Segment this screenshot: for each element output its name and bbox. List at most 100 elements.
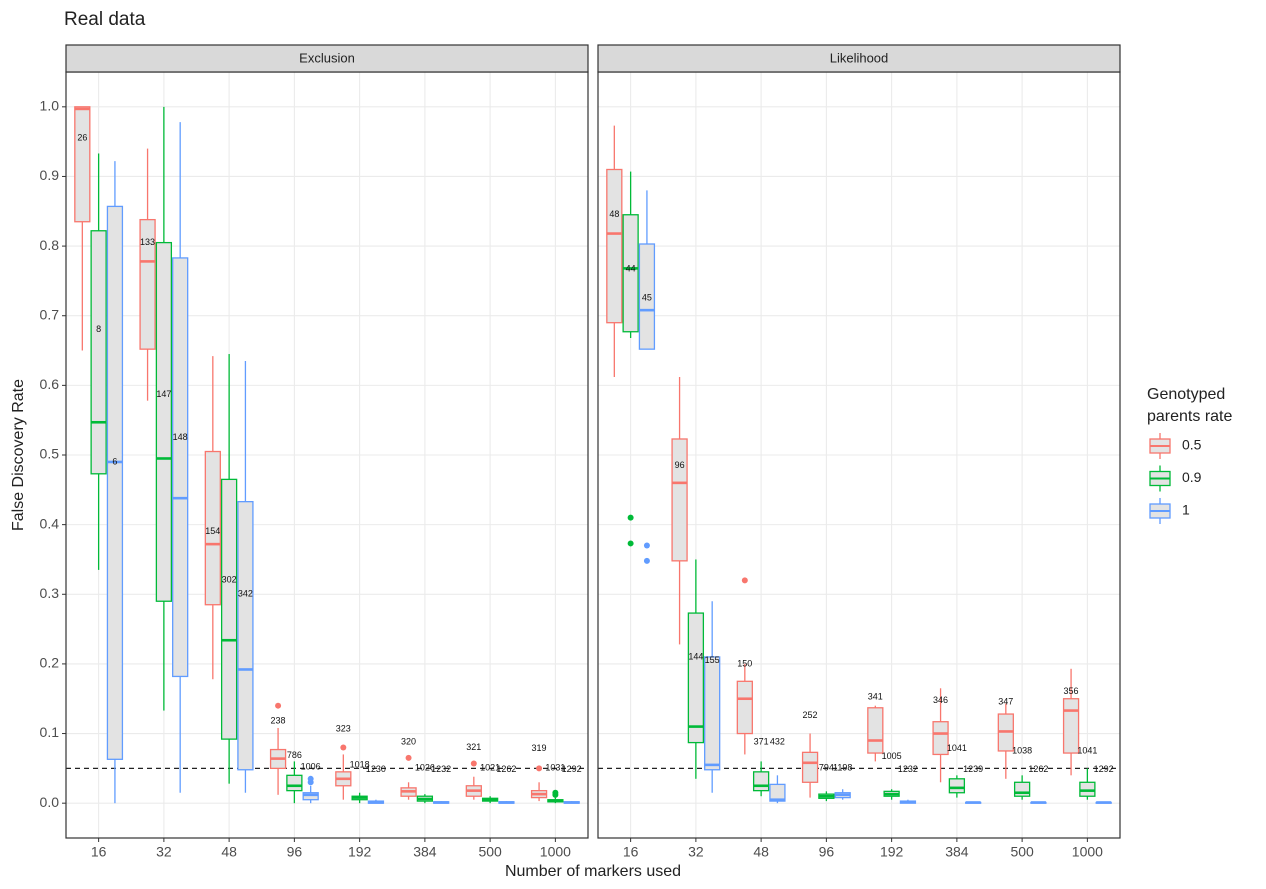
outlier [340,744,347,751]
strip-label: Exclusion [299,50,355,65]
chart-title: Real data [64,9,146,30]
box [286,774,303,792]
box [155,241,173,602]
x-tick-label: 32 [688,844,704,860]
x-tick-label: 1000 [540,844,571,860]
box [106,205,124,760]
count-label: 155 [705,655,720,665]
count-label: 96 [675,460,685,470]
x-tick-label: 384 [413,844,437,860]
x-tick-label: 192 [348,844,372,860]
count-label: 1006 [301,761,321,771]
count-label: 150 [737,658,752,668]
box [704,656,721,771]
box [1013,781,1031,797]
outlier [627,514,634,521]
count-label: 1005 [882,751,902,761]
count-label: 321 [466,742,481,752]
box [220,478,238,740]
x-tick-label: 96 [287,844,303,860]
box [638,243,656,350]
box [90,230,107,475]
count-label: 133 [140,237,155,247]
y-tick-label: 0.7 [40,306,60,322]
legend-label: 0.5 [1182,437,1202,453]
box [801,751,819,783]
count-label: 356 [1064,686,1079,696]
x-tick-label: 500 [478,844,502,860]
count-label: 1262 [1028,764,1048,774]
y-tick-label: 0.3 [40,585,60,601]
count-label: 786 [287,750,302,760]
count-label: 371 [754,736,769,746]
x-tick-label: 1000 [1072,844,1103,860]
count-label: 144 [688,651,703,661]
count-label: 1041 [1077,745,1097,755]
count-label: 320 [401,736,416,746]
x-tick-label: 16 [91,844,107,860]
count-label: 1041 [947,743,967,753]
count-label: 154 [205,526,220,536]
outlier [275,702,282,709]
count-label: 1026 [415,763,435,773]
box [237,501,254,771]
y-axis-label: False Discovery Rate [10,379,27,531]
count-label: 148 [173,432,188,442]
count-label: 319 [532,743,547,753]
count-label: 1031 [545,763,565,773]
count-label: 341 [868,692,883,702]
box [867,707,884,754]
x-tick-label: 192 [880,844,904,860]
count-label: 794 [819,763,834,773]
legend-label: 0.9 [1182,469,1202,485]
count-label: 346 [933,695,948,705]
count-label: 252 [803,710,818,720]
y-tick-label: 0.2 [40,655,60,671]
strip-label: Likelihood [830,50,889,65]
legend-label: 1 [1182,502,1190,518]
legend-title: Genotyped [1147,386,1225,403]
box [74,106,91,223]
count-label: 45 [642,293,652,303]
legend-title: parents rate [1147,408,1232,425]
x-axis-label: Number of markers used [505,863,681,880]
outlier [470,760,477,767]
count-label: 8 [96,324,101,334]
box [736,680,753,735]
box [606,168,623,324]
count-label: 6 [112,456,117,466]
count-label: 323 [336,724,351,734]
count-label: 347 [998,697,1013,707]
outlier [643,542,650,549]
outlier [643,557,650,564]
y-tick-label: 0.4 [40,515,60,531]
x-tick-label: 48 [221,844,237,860]
count-label: 1198 [833,763,852,773]
strip [597,44,1121,73]
y-tick-label: 0.8 [40,237,60,253]
y-tick-label: 0.9 [40,167,60,183]
y-tick-label: 0.1 [40,724,60,740]
strip [65,44,589,73]
x-tick-label: 48 [753,844,769,860]
outlier [405,754,412,761]
x-tick-label: 32 [156,844,172,860]
x-tick-label: 16 [623,844,639,860]
x-tick-label: 384 [945,844,969,860]
box [172,257,189,678]
count-label: 1018 [350,759,370,769]
count-label: 48 [609,209,619,219]
box [932,721,949,756]
box [204,450,221,606]
count-label: 432 [770,736,785,746]
box [671,438,688,562]
box [752,771,770,792]
count-label: 1262 [496,764,516,774]
count-label: 44 [626,263,636,273]
count-label: 26 [77,133,87,143]
outlier [536,765,543,772]
box [302,792,319,801]
y-tick-label: 0.0 [40,794,60,810]
count-label: 1232 [898,764,918,774]
